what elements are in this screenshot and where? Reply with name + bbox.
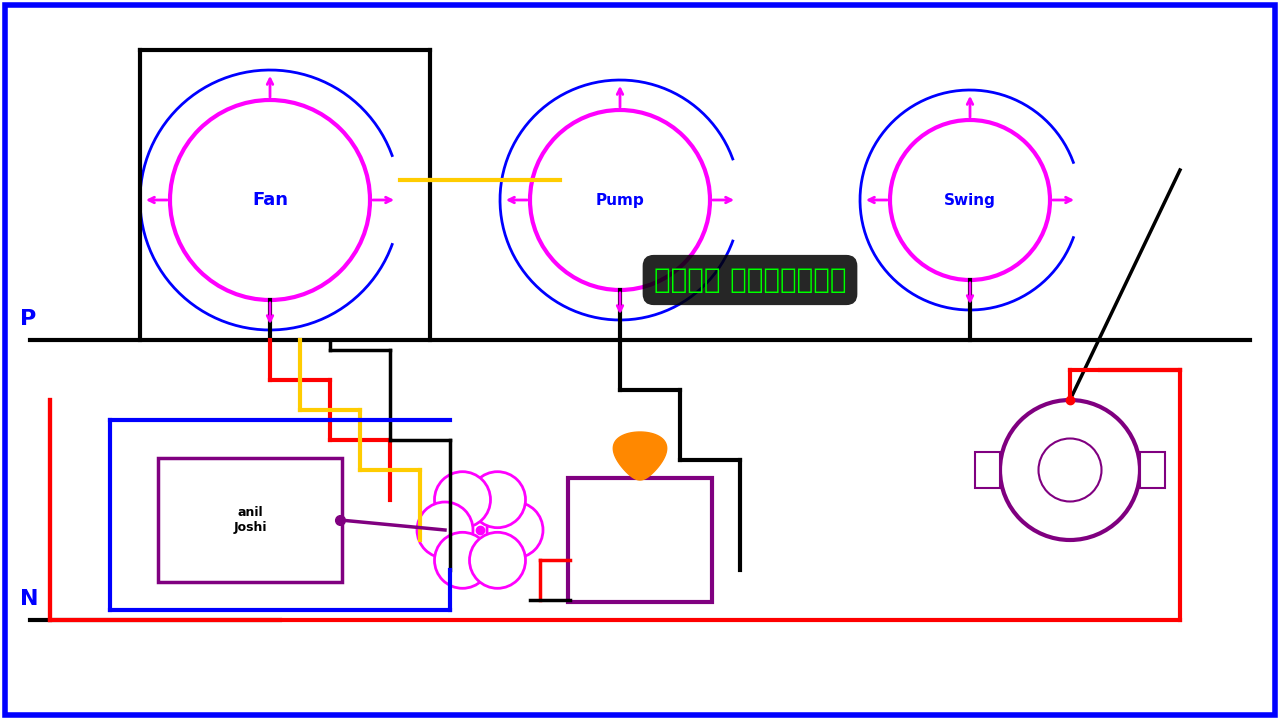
Circle shape (470, 532, 526, 588)
FancyBboxPatch shape (157, 458, 342, 582)
Circle shape (434, 532, 490, 588)
Circle shape (170, 100, 370, 300)
Circle shape (530, 110, 710, 290)
Text: कूलर वायरिंग: कूलर वायरिंग (654, 266, 846, 294)
Text: Fan: Fan (252, 191, 288, 209)
Polygon shape (613, 432, 667, 480)
FancyBboxPatch shape (568, 478, 712, 602)
Circle shape (417, 502, 474, 558)
Text: anil
Joshi: anil Joshi (233, 506, 266, 534)
Text: P: P (20, 309, 36, 329)
Bar (975, 452, 1000, 488)
Circle shape (1038, 438, 1102, 502)
Text: N: N (20, 589, 38, 609)
Circle shape (890, 120, 1050, 280)
Circle shape (470, 472, 526, 528)
Bar (1140, 452, 1165, 488)
Text: Pump: Pump (595, 192, 644, 207)
Circle shape (434, 472, 490, 528)
Circle shape (1000, 400, 1140, 540)
Text: Swing: Swing (945, 192, 996, 207)
Circle shape (486, 502, 543, 558)
Text: कूलर वायरिंग: कूलर वायरिंग (654, 266, 846, 294)
